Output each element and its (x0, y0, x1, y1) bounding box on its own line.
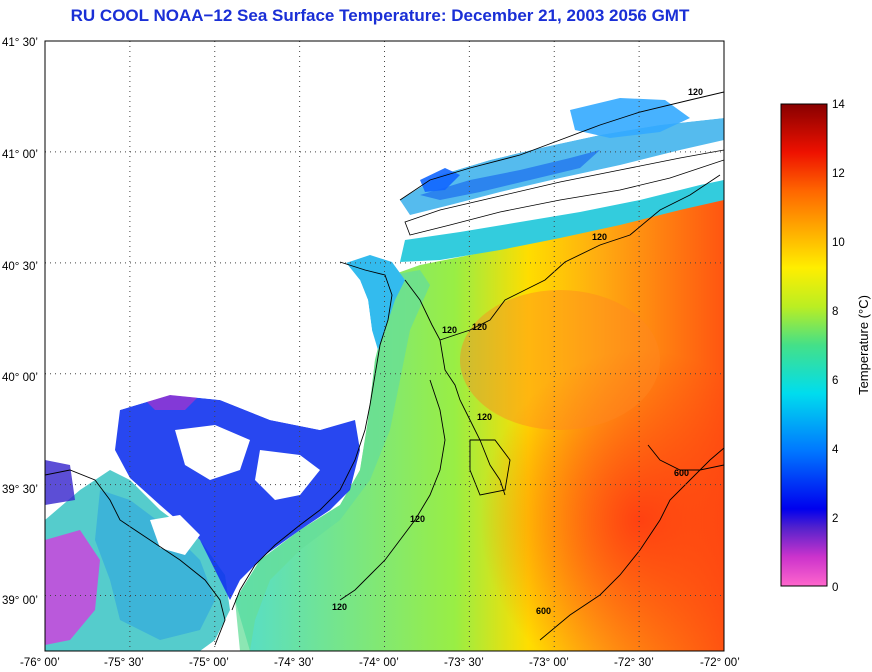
map-area (45, 41, 724, 651)
delaware-bay-cool (95, 490, 215, 640)
contour-label: 120 (688, 87, 703, 97)
colorbar-tick-label: 8 (832, 306, 838, 318)
warm-water-region (480, 350, 724, 651)
ny-bight-apex (340, 255, 405, 350)
colorbar-tick-label: 10 (832, 237, 845, 249)
connecticut-land (330, 41, 724, 255)
li-south-shore-waters (400, 180, 724, 262)
ct-coastline (399, 91, 724, 201)
nj-land-gap (255, 450, 320, 500)
contour-label: 120 (472, 322, 487, 332)
y-tick-label: 41° 00’ (2, 149, 38, 161)
colorbar-tick-label: 4 (832, 444, 839, 456)
colorbar-ticks: 14 12 10 8 6 4 2 0 (832, 99, 845, 594)
cold-pixels (45, 530, 100, 645)
delaware-coastline (45, 469, 226, 646)
x-tick-label: -72° 30’ (614, 657, 654, 669)
contour-label: 120 (477, 412, 492, 422)
x-tick-label: -72° 00’ (700, 657, 740, 669)
isobath-600m (647, 444, 724, 471)
contour-labels: 120 120 120 120 120 120 120 600 600 (332, 87, 703, 616)
x-tick-label: -75° 00’ (189, 657, 229, 669)
nj-coastline (231, 261, 393, 611)
x-tick-label: -73° 30’ (444, 657, 484, 669)
nearshore-cool-band (235, 270, 430, 651)
cold-pixels (45, 460, 75, 505)
x-tick-label: -75° 30’ (104, 657, 144, 669)
y-tick-label: 41° 30’ (2, 37, 38, 49)
colorbar (780, 103, 828, 587)
nj-land-gap (150, 515, 200, 555)
contour-label: 120 (332, 602, 347, 612)
isobath-120m (439, 339, 506, 496)
isobath-120m (339, 379, 446, 601)
y-tick-label: 40° 30’ (2, 261, 38, 273)
x-tick-label: -74° 00’ (359, 657, 399, 669)
contour-label: 600 (536, 606, 551, 616)
contour-label: 120 (410, 514, 425, 524)
map-title: RU COOL NOAA−12 Sea Surface Temperature:… (70, 6, 690, 25)
contour-label: 600 (674, 468, 689, 478)
colorbar-title: Temperature (°C) (856, 295, 871, 395)
colorbar-tick-label: 12 (832, 168, 845, 180)
x-tick-label: -73° 00’ (529, 657, 569, 669)
long-island-land (404, 149, 724, 236)
x-tick-label: -74° 30’ (274, 657, 314, 669)
y-tick-label: 39° 30’ (2, 484, 38, 496)
nj-land-gap (175, 425, 250, 480)
x-tick-label: -76° 00’ (20, 657, 60, 669)
contour-label: 120 (442, 325, 457, 335)
warm-water-patch (460, 290, 660, 430)
long-island-sound-warm (420, 150, 600, 200)
y-tick-label: 40° 00’ (2, 372, 38, 384)
map-frame (44, 40, 725, 652)
x-axis-labels: -76° 00’ -75° 30’ -75° 00’ -74° 30’ -74°… (20, 657, 740, 669)
colorbar-tick-label: 14 (832, 99, 845, 111)
graticule (45, 41, 724, 651)
colorbar-tick-label: 0 (832, 582, 838, 594)
new-jersey-land (45, 41, 372, 455)
colorbar-tick-label: 6 (832, 375, 838, 387)
isobath-120m-loop (469, 439, 511, 496)
isobath-120m (404, 174, 721, 341)
nj-coastal-waters (115, 395, 360, 600)
colorbar-tick-label: 2 (832, 513, 838, 525)
y-tick-label: 39° 00’ (2, 595, 38, 607)
lis-north-patches (570, 98, 690, 138)
y-axis-labels: 41° 30’ 41° 00’ 40° 30’ 40° 00’ 39° 30’ … (2, 37, 38, 607)
contour-label: 120 (592, 232, 607, 242)
